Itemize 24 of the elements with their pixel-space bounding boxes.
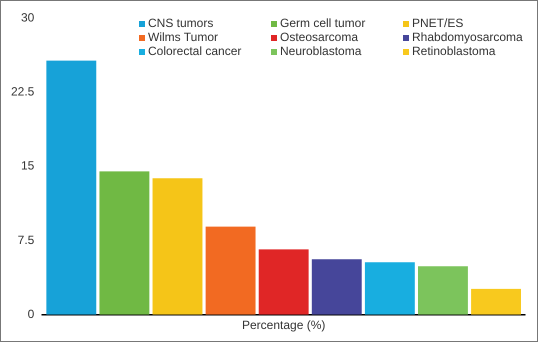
bar bbox=[99, 171, 150, 315]
legend-label: Osteosarcoma bbox=[280, 30, 358, 44]
legend-label: Wilms Tumor bbox=[148, 30, 218, 44]
y-tick-label: 22.5 bbox=[10, 84, 35, 99]
y-tick-label: 0 bbox=[28, 306, 35, 321]
bar bbox=[364, 262, 415, 315]
legend-label: CNS tumors bbox=[148, 16, 214, 30]
x-axis-title: Percentage (%) bbox=[242, 318, 326, 332]
legend-label: Colorectal cancer bbox=[148, 44, 242, 58]
legend-label: Retinoblastoma bbox=[412, 44, 496, 58]
bar bbox=[206, 226, 256, 315]
bar bbox=[152, 178, 202, 315]
y-tick-label: 7.5 bbox=[18, 232, 35, 247]
legend-label: Germ cell tumor bbox=[280, 16, 366, 30]
y-tick-label: 15 bbox=[20, 158, 35, 173]
legend-label: PNET/ES bbox=[412, 16, 464, 30]
bar bbox=[46, 60, 96, 315]
bar bbox=[258, 249, 309, 315]
bar bbox=[312, 259, 362, 315]
bar bbox=[418, 266, 468, 315]
legend-label: Neuroblastoma bbox=[280, 44, 362, 58]
legend-label: Rhabdomyosarcoma bbox=[412, 30, 523, 44]
bar bbox=[471, 288, 521, 315]
y-tick-label: 30 bbox=[20, 10, 35, 25]
